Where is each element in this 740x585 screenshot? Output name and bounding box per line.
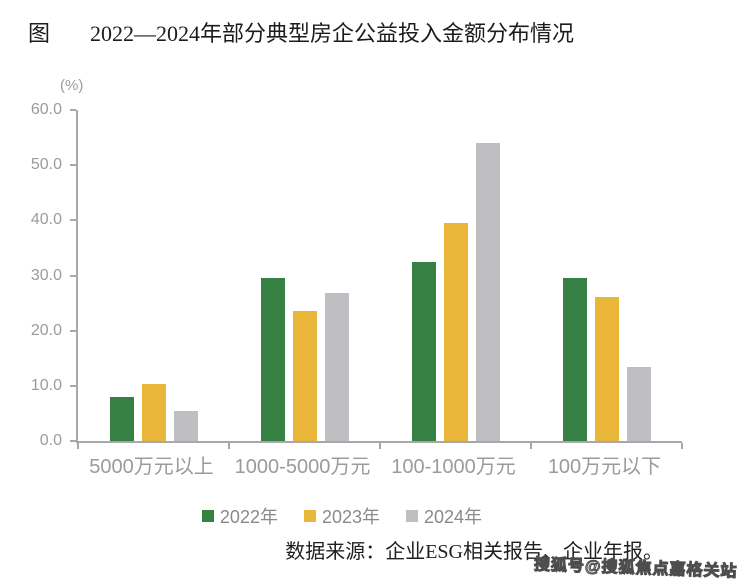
source-note: 数据来源：企业ESG相关报告、企业年报。 [285,541,663,563]
y-tick-label: 20.0 [30,321,62,339]
legend-label: 2023年 [321,507,381,527]
y-tick-label: 50.0 [30,156,62,174]
legend-swatch-icon [201,510,214,522]
watermark: 搜狐号@搜狐焦点嘉格关站 [534,556,739,581]
bar-group-2 [229,278,380,441]
bar-2022-group-4 [562,278,587,441]
y-tick-mark [70,440,76,442]
bar-2024-group-4 [626,367,651,441]
x-category-label-1: 5000万元以上 [89,456,214,478]
y-tick-label: 60.0 [30,101,62,118]
legend-label: 2022年 [219,507,278,527]
figure-title: 2022—2024年部分典型房企公益投入金额分布情况 [90,21,575,46]
x-tick-mark [228,443,230,449]
bar-2023-group-4 [594,297,619,441]
bar-2024-group-1 [173,411,198,441]
y-axis-unit-label: (%) [60,77,84,94]
y-tick-mark [70,164,76,167]
figure-title-row: 图 2022—2024年部分典型房企公益投入金额分布情况 [28,16,718,48]
legend-item-2023: 2023年 [303,503,381,529]
bar-2022-group-3 [411,262,436,441]
y-tick-mark [70,384,76,387]
bar-2023-group-2 [292,310,317,441]
bar-group-3 [380,143,531,441]
x-tick-mark [379,443,381,449]
x-axis-labels: 5000万元以上 1000-5000万元 100-1000万元 100万元以下 [76,450,680,479]
bar-groups [78,110,682,441]
bar-2024-group-2 [324,292,349,441]
legend-item-2022: 2022年 [201,503,278,529]
y-tick-label: 10.0 [30,376,62,394]
y-tick-mark [70,109,76,111]
x-tick-mark [530,443,532,449]
plot-area [70,109,683,449]
y-tick-label: 0.0 [39,432,62,449]
legend-label: 2024年 [424,507,483,527]
y-tick-label: 40.0 [30,211,62,229]
y-tick-mark [70,329,76,332]
bar-2024-group-3 [475,143,500,441]
legend-swatch-icon [303,510,316,522]
bar-2022-group-2 [260,278,285,441]
figure-label: 图 [28,21,51,46]
bar-2022-group-1 [109,397,134,441]
x-tick-mark [681,443,683,449]
x-tick-mark [77,443,79,449]
y-axis-labels: 0.0 10.0 20.0 30.0 40.0 50.0 60.0 [0,102,62,449]
bar-2023-group-3 [443,223,468,441]
bar-2023-group-1 [141,384,166,441]
legend-item-2024: 2024年 [406,503,482,529]
x-category-label-3: 100-1000万元 [391,456,516,478]
y-tick-mark [70,219,76,222]
legend-swatch-icon [406,510,419,522]
legend: 2022年 2023年 2024年 [40,503,644,529]
bar-group-1 [78,384,229,441]
y-tick-mark [70,274,76,277]
x-category-label-4: 100万元以下 [547,456,662,478]
bar-group-4 [531,278,682,441]
x-category-label-2: 1000-5000万元 [234,456,371,478]
y-tick-label: 30.0 [30,266,62,284]
